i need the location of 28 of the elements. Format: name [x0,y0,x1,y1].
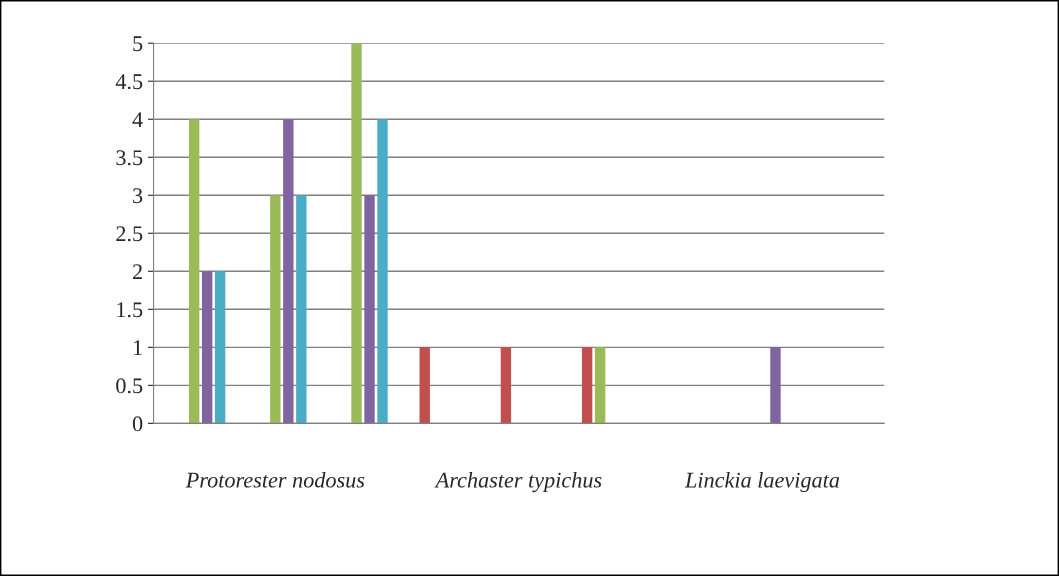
bar [214,271,226,424]
bar [581,347,593,424]
y-tick-label: 5 [133,36,143,52]
y-tick-label: 4.5 [115,74,143,90]
bar [296,195,307,424]
bar [377,119,388,424]
x-tick-label: Linckia laevigata [684,471,840,493]
bar [770,347,781,424]
y-tick-label: 2.5 [116,226,143,242]
y-tick-label: 1 [133,340,142,356]
y-tick-label: 2 [133,264,142,280]
bar [364,195,375,424]
x-tick-label: Archaster typichus [434,471,602,493]
bar [500,347,512,424]
y-tick-label: 3.5 [116,150,143,166]
bar [351,43,362,424]
bar [419,347,430,424]
bar [188,119,200,424]
bar [201,271,213,424]
y-tick-label: 0 [132,416,143,432]
y-tick-label: 3 [133,188,143,204]
y-tick-label: 1.5 [117,302,143,318]
bar [594,347,606,424]
x-tick-label: Protorester nodosus [185,471,365,488]
bar [283,119,294,424]
y-tick-label: 4 [132,112,143,127]
y-tick-label: 0.5 [116,378,143,394]
bar [270,195,281,424]
